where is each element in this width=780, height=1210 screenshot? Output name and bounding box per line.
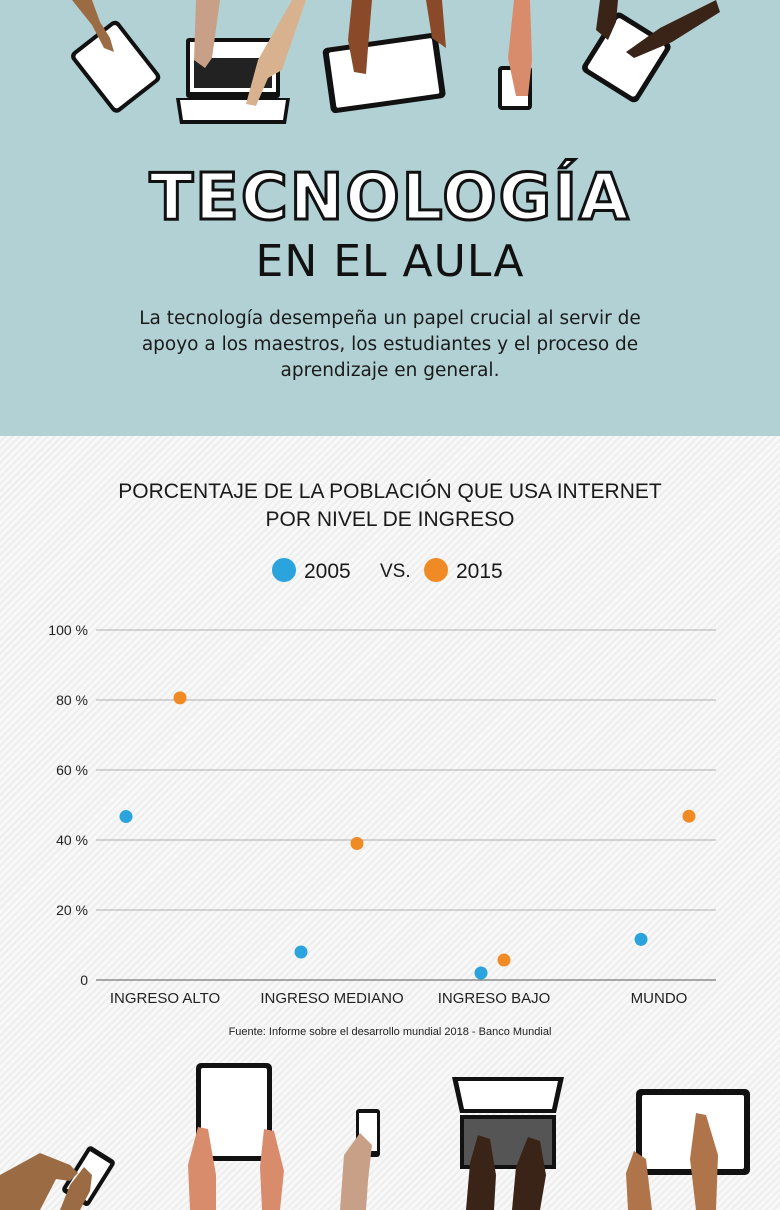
legend-dot-2015 [424,558,448,582]
striped-background [0,436,780,1210]
hand-icon [246,0,306,106]
tablet-icon [582,12,671,103]
data-point-2005 [119,810,133,824]
tablet-icon [322,32,446,114]
data-point-2005 [634,932,648,946]
hand-icon [260,1129,284,1210]
hand-icon [194,0,220,68]
x-tick-label: INGRESO MEDIANO [260,990,403,1007]
data-point-2015 [682,809,696,823]
chart-legend: 2005 VS. 2015 [0,556,780,588]
hand-icon [690,1113,718,1210]
hands-devices-top-illustration [71,0,720,124]
legend-vs-label: VS. [380,561,411,582]
laptop-icon [452,1077,564,1169]
hand-icon [626,1151,652,1210]
legend-label-2005: 2005 [304,560,351,583]
chart-title-line: POR NIVEL DE INGRESO [265,508,515,531]
data-point-2005 [474,966,488,980]
hand-icon [72,0,114,52]
data-point-2015 [497,953,511,967]
data-point-2005 [294,945,308,959]
y-tick-label: 60 % [56,762,88,778]
hand-icon [0,1153,78,1210]
legend-label-2015: 2015 [456,560,503,583]
intro-line: apoyo a los maestros, los estudiantes y … [141,334,639,355]
y-tick-label: 0 [80,972,88,988]
tablet-icon [71,20,161,113]
hand-icon [508,0,532,96]
intro-paragraph: La tecnología desempeña un papel crucial… [120,306,660,384]
chart-title: PORCENTAJE DE LA POBLACIÓN QUE USA INTER… [0,478,780,534]
data-point-2015 [350,837,364,850]
hand-icon [626,0,720,58]
y-tick-label: 100 % [48,622,88,638]
hand-icon [512,1137,546,1210]
hands-devices-bottom-illustration [0,1063,750,1210]
hand-icon [60,1167,92,1210]
legend-dot-2005 [272,558,296,582]
hand-icon [348,0,372,74]
x-tick-label: MUNDO [631,990,688,1007]
hand-icon [466,1135,496,1210]
y-tick-label: 20 % [56,902,88,918]
hand-icon [188,1127,216,1210]
intro-line: La tecnología desempeña un papel crucial… [139,308,641,329]
hand-icon [340,1133,372,1210]
tablet-icon [196,1063,272,1161]
source-note: Fuente: Informe sobre el desarrollo mund… [228,1026,552,1038]
x-tick-label: INGRESO BAJO [438,990,551,1007]
tablet-icon [636,1089,750,1175]
chart-title-line: PORCENTAJE DE LA POBLACIÓN QUE USA INTER… [118,480,662,503]
x-tick-label: INGRESO ALTO [110,990,220,1007]
page-title: TECNOLOGÍA [148,160,631,237]
y-tick-label: 80 % [56,692,88,708]
hand-icon [426,0,446,48]
scatter-chart: 0 20 % 40 % 60 % 80 % 100 % INGRESO ALTO INGRE… [48,622,716,1007]
hand-icon [596,0,618,40]
y-tick-label: 40 % [56,832,88,848]
data-point-2015 [173,691,187,705]
intro-line: aprendizaje en general. [280,360,500,381]
page-subtitle: EN EL AULA [255,236,525,287]
